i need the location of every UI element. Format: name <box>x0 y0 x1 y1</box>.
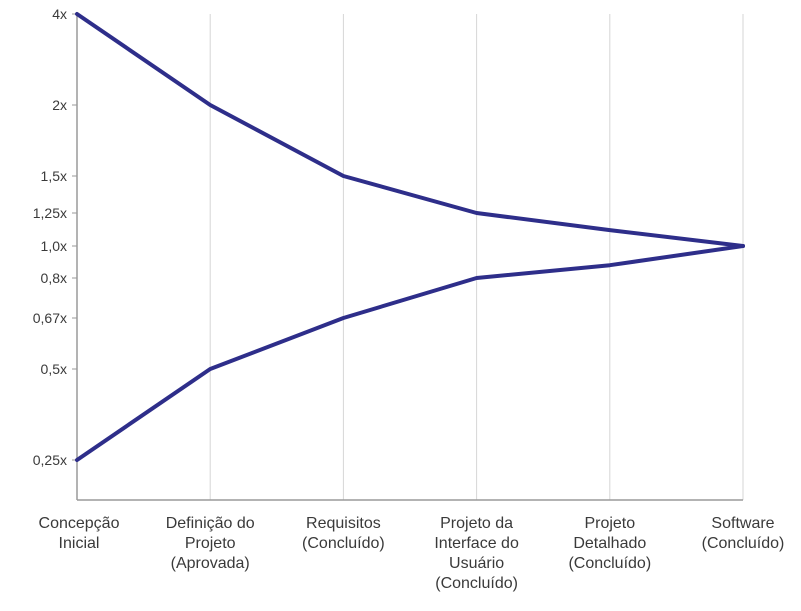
y-tick-labels: 4x 2x 1,5x 1,25x 1,0x 0,8x 0,67x 0,5x 0,25x <box>33 6 77 468</box>
x-tick-label: Requisitos (Concluído) <box>302 515 385 552</box>
x-tick-label-line: Requisitos <box>306 515 381 532</box>
x-tick-label-line: (Concluído) <box>302 535 385 552</box>
lower-bound-line <box>75 244 745 462</box>
x-tick-label-line: Usuário <box>449 555 504 572</box>
y-tick-label: 0,8x <box>41 270 67 286</box>
x-tick-label: Definição do Projeto (Aprovada) <box>166 515 255 572</box>
y-tick-label: 0,25x <box>33 452 67 468</box>
y-tick-label: 2x <box>52 97 67 113</box>
upper-bound-line <box>75 12 745 248</box>
y-tick-label: 4x <box>52 6 67 22</box>
series-lines <box>75 12 745 462</box>
chart-axes <box>76 14 743 501</box>
x-tick-label-line: Interface do <box>434 535 519 552</box>
x-tick-label-line: Definição do <box>166 515 255 532</box>
y-tick-label: 0,5x <box>41 361 67 377</box>
y-tick-label: 1,25x <box>33 205 67 221</box>
y-tick-label: 1,0x <box>41 238 67 254</box>
x-tick-label-line: (Aprovada) <box>171 555 250 572</box>
x-tick-label-line: Software <box>711 515 774 532</box>
x-tick-labels: Concepção Inicial Definição do Projeto (Apro… <box>39 515 785 592</box>
x-tick-label-line: Projeto <box>185 535 236 552</box>
x-tick-label-line: (Concluído) <box>702 535 785 552</box>
x-tick-label-line: Detalhado <box>573 535 646 552</box>
x-tick-label-line: (Concluído) <box>435 575 518 592</box>
grid-lines <box>209 14 744 500</box>
x-tick-label-line: (Concluído) <box>568 555 651 572</box>
x-tick-label-line: Inicial <box>59 535 100 552</box>
x-tick-label: Software (Concluído) <box>702 515 785 552</box>
x-tick-label-line: Concepção <box>39 515 120 532</box>
x-tick-label: Concepção Inicial <box>39 515 120 552</box>
x-tick-label: Projeto Detalhado (Concluído) <box>568 515 651 572</box>
x-tick-label: Projeto da Interface do Usuário (Concluído) <box>434 515 519 592</box>
x-tick-label-line: Projeto da <box>440 515 513 532</box>
y-tick-label: 0,67x <box>33 310 67 326</box>
x-tick-label-line: Projeto <box>584 515 635 532</box>
y-tick-label: 1,5x <box>41 168 67 184</box>
